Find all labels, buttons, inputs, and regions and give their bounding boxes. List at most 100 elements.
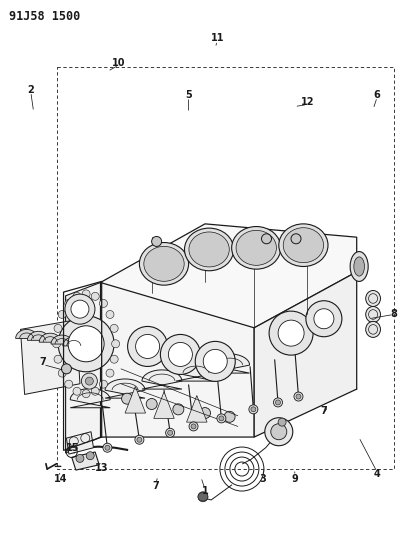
Ellipse shape <box>365 290 380 306</box>
Circle shape <box>224 411 234 422</box>
Circle shape <box>103 443 112 452</box>
Circle shape <box>168 342 192 367</box>
Ellipse shape <box>231 227 280 269</box>
Circle shape <box>198 492 207 502</box>
Circle shape <box>68 326 104 362</box>
Circle shape <box>58 316 114 372</box>
Circle shape <box>82 290 90 298</box>
Circle shape <box>65 294 95 324</box>
Circle shape <box>135 334 159 359</box>
Circle shape <box>250 407 255 412</box>
Circle shape <box>110 355 118 363</box>
Circle shape <box>135 435 144 444</box>
Circle shape <box>277 320 303 346</box>
Circle shape <box>295 394 300 399</box>
Polygon shape <box>142 370 182 389</box>
Circle shape <box>54 325 62 333</box>
Circle shape <box>85 377 93 385</box>
Ellipse shape <box>198 492 207 501</box>
Ellipse shape <box>139 243 188 285</box>
Ellipse shape <box>349 252 367 281</box>
Circle shape <box>73 387 81 395</box>
Circle shape <box>203 349 227 374</box>
Text: 91J58 1500: 91J58 1500 <box>9 10 80 22</box>
Polygon shape <box>51 335 73 344</box>
Text: 14: 14 <box>54 474 67 483</box>
Ellipse shape <box>353 257 364 276</box>
Circle shape <box>65 300 72 308</box>
Circle shape <box>54 355 62 363</box>
Circle shape <box>160 334 200 375</box>
Circle shape <box>293 392 302 401</box>
Polygon shape <box>186 395 207 422</box>
Polygon shape <box>39 333 61 342</box>
Circle shape <box>151 237 161 246</box>
Text: 13: 13 <box>95 463 108 473</box>
Polygon shape <box>65 282 100 453</box>
Text: 4: 4 <box>373 470 380 479</box>
Circle shape <box>81 373 97 389</box>
Polygon shape <box>125 386 145 413</box>
Polygon shape <box>153 392 174 418</box>
Circle shape <box>273 398 282 407</box>
Text: 11: 11 <box>210 34 223 43</box>
Circle shape <box>189 422 198 431</box>
Circle shape <box>61 364 71 374</box>
Circle shape <box>165 429 174 437</box>
Circle shape <box>277 418 285 426</box>
Polygon shape <box>27 332 49 340</box>
Circle shape <box>105 445 110 450</box>
Circle shape <box>91 387 99 395</box>
Ellipse shape <box>189 232 229 267</box>
Text: 12: 12 <box>300 98 313 107</box>
Text: 6: 6 <box>373 90 380 100</box>
Circle shape <box>268 311 312 355</box>
Circle shape <box>270 424 286 440</box>
Text: 10: 10 <box>112 58 125 68</box>
Circle shape <box>195 341 235 382</box>
Circle shape <box>313 309 333 329</box>
Circle shape <box>199 408 210 418</box>
Circle shape <box>275 400 280 405</box>
Text: 8: 8 <box>389 310 396 319</box>
Polygon shape <box>20 320 80 394</box>
Text: 7: 7 <box>320 407 326 416</box>
Circle shape <box>91 292 99 300</box>
Circle shape <box>261 234 271 244</box>
Circle shape <box>305 301 341 337</box>
Circle shape <box>218 416 223 421</box>
Ellipse shape <box>365 321 380 337</box>
Circle shape <box>52 340 61 348</box>
Text: 7: 7 <box>152 481 159 491</box>
Polygon shape <box>70 389 110 408</box>
Polygon shape <box>209 354 249 373</box>
Circle shape <box>65 380 72 388</box>
Polygon shape <box>100 224 356 328</box>
Circle shape <box>106 369 114 377</box>
Circle shape <box>248 405 257 414</box>
Ellipse shape <box>278 224 327 266</box>
Polygon shape <box>16 329 38 338</box>
Circle shape <box>76 454 84 463</box>
Circle shape <box>127 326 167 367</box>
Polygon shape <box>72 452 99 470</box>
Text: 1: 1 <box>201 487 208 496</box>
Circle shape <box>82 390 90 398</box>
Circle shape <box>146 399 157 409</box>
Circle shape <box>71 300 89 318</box>
Circle shape <box>99 380 107 388</box>
Circle shape <box>173 404 183 415</box>
Text: 5: 5 <box>185 90 191 100</box>
Polygon shape <box>66 432 93 454</box>
Circle shape <box>86 451 94 460</box>
Circle shape <box>137 437 142 442</box>
Bar <box>57 67 393 469</box>
Polygon shape <box>105 379 145 398</box>
Circle shape <box>106 310 114 318</box>
Circle shape <box>58 369 66 377</box>
Text: 15: 15 <box>66 443 79 453</box>
Text: 2: 2 <box>27 85 34 94</box>
Circle shape <box>216 414 225 423</box>
Polygon shape <box>254 272 356 437</box>
Ellipse shape <box>283 228 323 263</box>
